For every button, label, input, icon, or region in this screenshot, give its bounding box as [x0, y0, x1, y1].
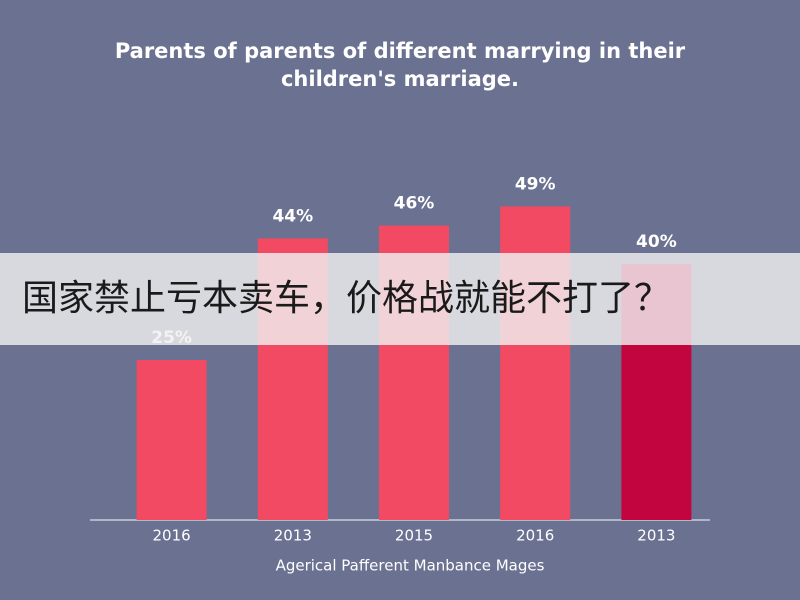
value-label: 40% — [636, 232, 677, 252]
banner: 国家禁止亏本卖车，价格战就能不打了？ — [0, 253, 800, 345]
x-tick-label: 2016 — [516, 527, 554, 545]
x-tick-label: 2015 — [395, 527, 433, 545]
x-tick-label: 2013 — [637, 527, 675, 545]
x-tick-label: 2016 — [153, 527, 191, 545]
value-label: 44% — [272, 206, 313, 226]
bar — [136, 360, 207, 520]
banner-text: 国家禁止亏本卖车，价格战就能不打了？ — [22, 278, 671, 319]
value-label: 49% — [515, 174, 556, 194]
chart-title: Parents of parents of different marrying… — [115, 39, 686, 63]
x-tick-label: 2013 — [274, 527, 312, 545]
chart-title: children's marriage. — [281, 67, 519, 91]
x-axis-label: Agerical Pafferent Manbance Mages — [276, 557, 545, 575]
value-label: 46% — [394, 194, 435, 214]
